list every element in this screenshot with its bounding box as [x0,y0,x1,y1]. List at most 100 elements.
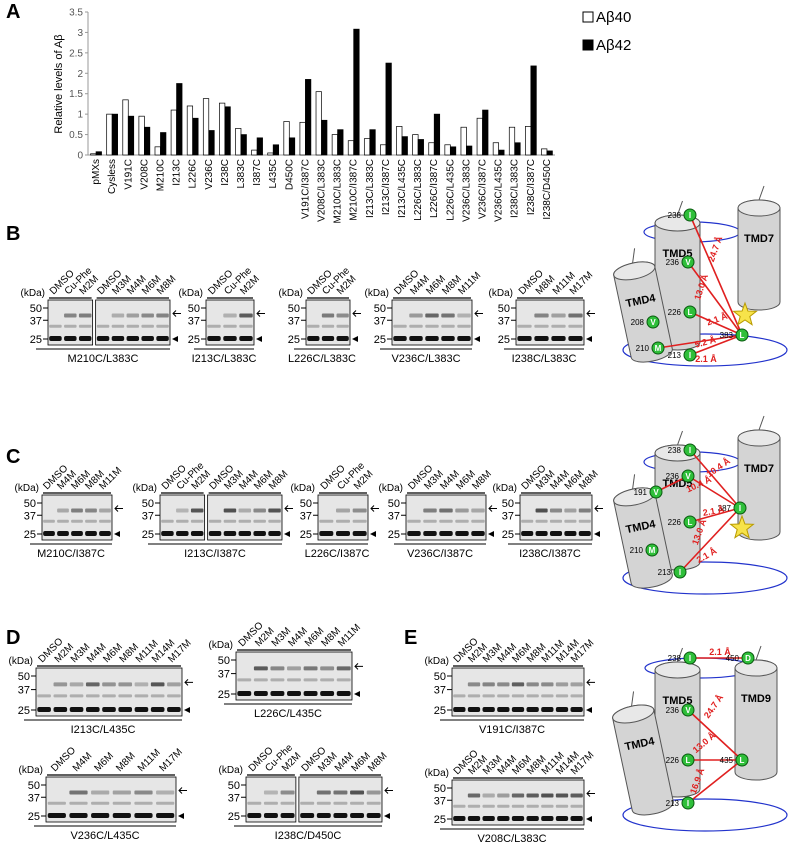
distance-arrow [689,334,743,356]
band [425,313,439,318]
residue [683,305,697,319]
band [457,324,471,328]
band [238,508,252,513]
x-tick-label: L226C [188,159,199,188]
residue-number: 238 [668,446,682,455]
arrow [172,310,181,317]
x-tick-label: V208C [139,159,150,190]
topology-diagram: TMD5TMD7TMD4I238V236L226V208M210I213L383… [613,185,788,367]
band [156,813,175,818]
kda-label: (kDa) [425,656,449,667]
loop [755,645,762,661]
band [280,801,295,805]
bar [508,126,516,156]
distance-label: 2.1 Å [709,647,731,657]
band [551,324,566,328]
distance-arrow [689,214,743,336]
band [69,682,84,687]
bar [192,117,199,156]
x-tick-label: I238C/D450C [542,159,553,220]
kda-marker: 50 [218,655,230,667]
bar [90,153,97,156]
band [471,508,485,513]
loop [758,415,765,431]
band [253,666,268,671]
arrow [284,505,293,512]
kda-label: (kDa) [493,483,517,494]
residue-letter: M [649,546,656,555]
band [141,313,154,318]
band [57,508,69,513]
bar [433,113,441,156]
band [57,531,69,536]
band [268,531,281,536]
residue-letter: I [687,799,689,808]
y-tick-label: 3.5 [69,8,83,19]
blot-caption: I213C/L435C [71,724,136,736]
bar [412,134,419,156]
band [190,508,204,513]
kda-label: (kDa) [219,765,243,776]
band [453,804,466,808]
arrow [586,790,595,797]
y-tick-label: 2 [77,69,83,80]
bar [299,121,306,156]
band [134,813,153,818]
band [570,707,583,712]
bar [380,144,387,156]
kda-marker: 25 [228,811,240,823]
band [535,519,548,523]
panel-letter: E [404,627,417,649]
band [549,508,563,513]
band [321,324,335,328]
band [352,519,367,523]
residue [673,565,687,579]
helix: TMD4 [613,474,673,589]
residue-number: 226 [668,518,682,527]
distance-arrow [689,449,741,509]
x-tick-label: I213C/L435C [397,159,408,218]
kda-marker: 25 [142,529,154,541]
blot-caption: I238C/I387C [519,548,581,560]
band [316,790,331,795]
panel-letter: A [6,1,20,23]
band [320,678,335,682]
band [350,813,365,818]
band [541,682,554,687]
band [141,336,154,341]
band [319,519,334,523]
band [49,324,62,328]
band [541,816,554,821]
kda-marker: 50 [502,498,514,510]
bar [530,65,537,156]
kda-marker: 25 [434,705,446,717]
distance-arrow [687,759,743,804]
bar [337,129,344,156]
band [526,793,539,798]
kda-marker: 37 [28,792,40,804]
distance-label: 2.1 Å [705,311,729,328]
band [223,313,237,318]
residue-number: 383 [720,331,734,340]
band [511,707,525,712]
kda-marker: 50 [388,498,400,510]
band [321,336,335,341]
kda-marker: 37 [18,685,30,697]
band [263,801,278,805]
band [53,682,68,687]
band [239,336,253,341]
kda-marker: 37 [142,510,154,522]
bar [541,148,548,156]
kda-marker: 50 [28,780,40,792]
helix-label: TMD7 [744,233,774,245]
band [497,804,510,808]
x-tick-label: I238C/L383C [510,159,521,218]
residue-number: 210 [630,546,644,555]
loop [631,691,635,707]
residue-number: 213 [666,799,680,808]
band [511,804,525,808]
kda-marker: 25 [498,334,510,346]
kda-marker: 25 [300,529,312,541]
residue [735,753,749,767]
kda-marker: 25 [434,814,446,826]
